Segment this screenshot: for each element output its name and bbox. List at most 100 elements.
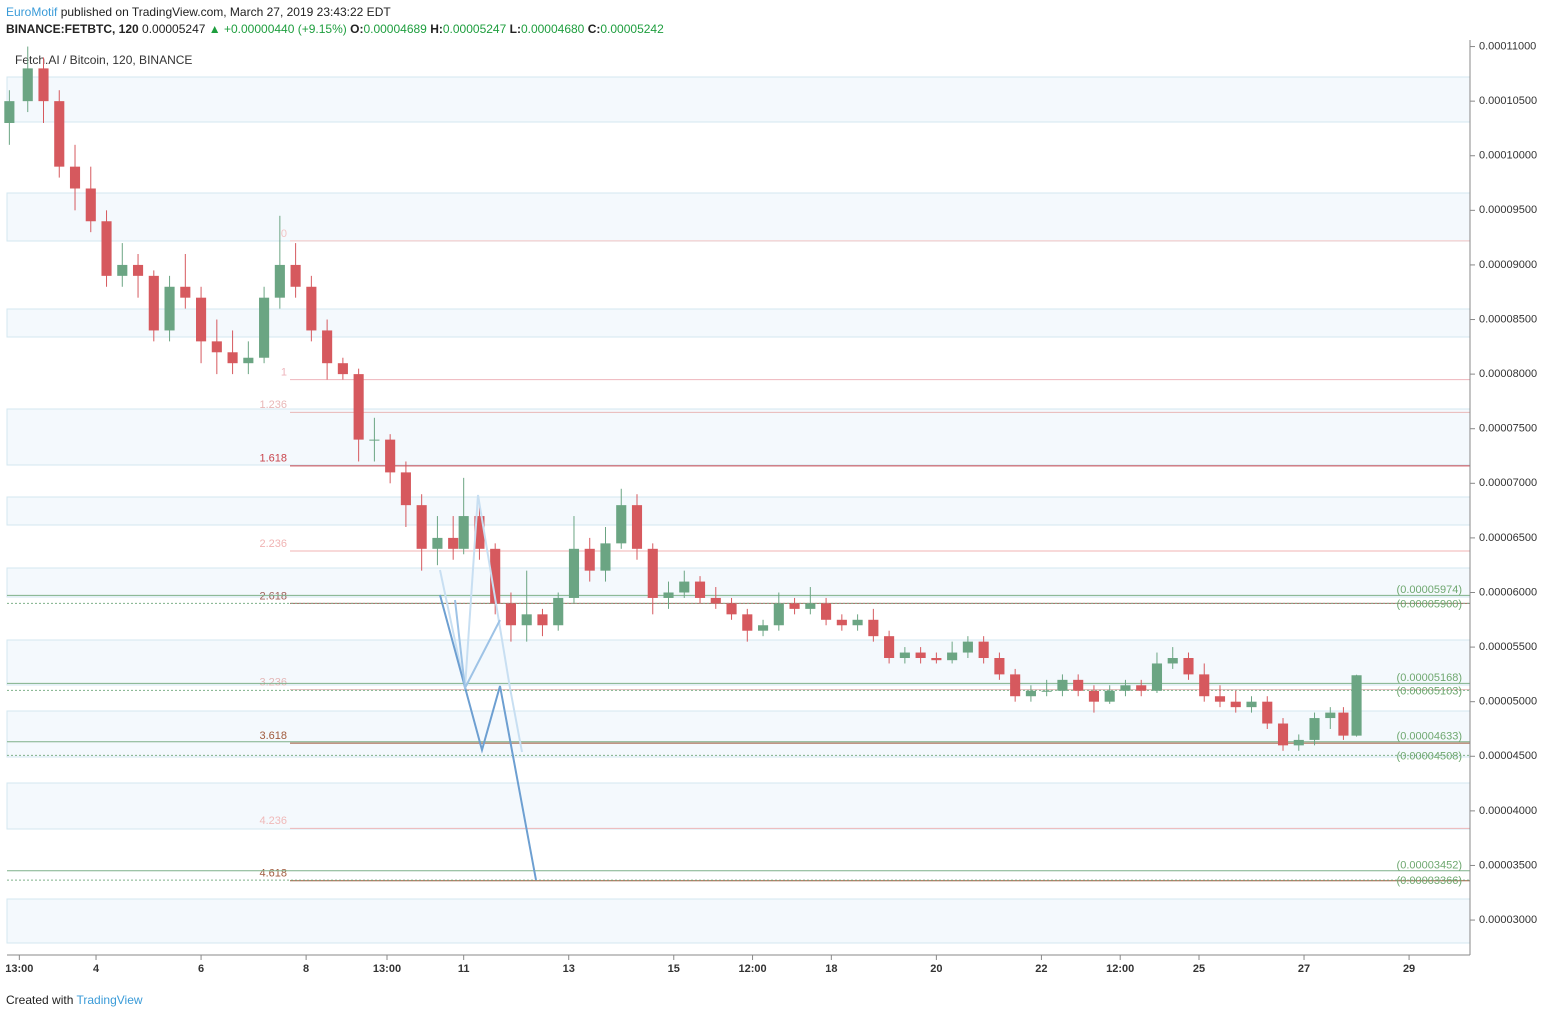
candle-body — [1120, 685, 1131, 691]
candle-body — [211, 341, 222, 353]
fib-label: 3.618 — [259, 730, 287, 742]
candle-body — [1325, 712, 1336, 719]
band — [6, 567, 1471, 598]
ohlc-key: O: — [350, 22, 364, 36]
symbol: BINANCE:FETBTC, 120 — [6, 22, 139, 36]
candle-body — [1167, 658, 1178, 664]
candle-body — [1246, 701, 1257, 708]
arrow-path — [439, 594, 537, 881]
candle-body — [947, 652, 958, 661]
candle-body — [1309, 718, 1320, 740]
y-tick-label: 0.00011000 — [1479, 40, 1536, 52]
candle-body — [773, 603, 784, 626]
candle-body — [915, 652, 926, 659]
candle-body — [196, 297, 207, 342]
projection-arrows — [439, 494, 537, 881]
ohlc-value: 0.00005242 — [600, 22, 664, 36]
created-with: Created with — [6, 993, 74, 1007]
candle-body — [259, 297, 270, 358]
fib-label: 2.618 — [259, 590, 287, 602]
candle-body — [710, 597, 721, 604]
y-tick-label: 0.00004000 — [1479, 805, 1537, 817]
author[interactable]: EuroMotif — [6, 5, 58, 19]
candle-body — [4, 101, 15, 123]
price-line-label: (0.00003366) — [1397, 875, 1462, 887]
candle-body — [22, 68, 33, 102]
x-tick-label: 11 — [458, 963, 470, 975]
candle-body — [1230, 701, 1241, 708]
ohlc-key: H: — [430, 22, 443, 36]
candle-body — [789, 603, 800, 609]
candle-body — [884, 636, 895, 659]
candle-body — [568, 548, 580, 598]
brand[interactable]: TradingView — [76, 993, 143, 1007]
y-tick-label: 0.00004500 — [1479, 750, 1537, 762]
candle-body — [474, 516, 485, 549]
candle-body — [726, 603, 737, 615]
y-tick-label: 0.00006000 — [1479, 586, 1537, 598]
fib-label: 4.618 — [259, 868, 287, 880]
ohlc-key: L: — [509, 22, 521, 36]
candle-body — [679, 581, 690, 593]
candle-body — [400, 472, 411, 506]
x-tick-label: 12:00 — [738, 963, 766, 975]
x-tick-label: 6 — [198, 963, 204, 975]
x-tick-label: 22 — [1035, 963, 1047, 975]
candle-body — [1183, 658, 1194, 675]
candle-body — [1104, 690, 1115, 702]
footer: Created with TradingView — [6, 993, 143, 1007]
candle-body — [85, 188, 96, 222]
candle-body — [1214, 696, 1226, 702]
candle-body — [1151, 663, 1163, 691]
candle-body — [385, 439, 396, 473]
y-tick-label: 0.00003500 — [1479, 859, 1537, 871]
candle-body — [490, 548, 501, 604]
x-tick-label: 12:00 — [1106, 963, 1134, 975]
price-line-label: (0.00005974) — [1397, 584, 1462, 596]
quote-line: BINANCE:FETBTC, 120 0.00005247 ▲ +0.0000… — [6, 22, 664, 36]
candle-body — [101, 221, 112, 276]
candle-body — [132, 264, 144, 276]
candle-body — [38, 68, 49, 102]
candle-body — [647, 548, 658, 598]
fib-label: 1.618 — [259, 453, 287, 465]
candle-body — [868, 619, 879, 637]
fib-label: 3.236 — [259, 677, 287, 689]
y-tick-label: 0.00007500 — [1479, 423, 1537, 435]
price-line-label: (0.00005168) — [1397, 672, 1462, 684]
candle-body — [353, 374, 364, 440]
candle-body — [227, 352, 238, 364]
arrow-path — [454, 599, 501, 692]
candle-body — [1088, 690, 1099, 702]
candle-body — [337, 363, 348, 375]
candle-body — [742, 614, 753, 631]
candle-body — [1277, 723, 1289, 746]
chart: Fetch.AI / Bitcoin, 120, BINANCE 0.00003… — [4, 40, 1537, 975]
candle-body — [584, 548, 595, 571]
y-tick-label: 0.00008000 — [1479, 368, 1537, 380]
x-tick-label: 20 — [930, 963, 942, 975]
fib-label: 2.236 — [259, 538, 287, 550]
candle-body — [243, 357, 254, 364]
candle-body — [164, 286, 175, 331]
band — [6, 308, 1471, 338]
candle-body — [274, 264, 285, 298]
y-tick-label: 0.00010500 — [1479, 95, 1537, 107]
bands — [6, 76, 1471, 944]
candle-body — [505, 603, 517, 626]
candle-body — [148, 275, 159, 331]
x-tick-label: 25 — [1193, 963, 1205, 975]
candle-body — [1338, 712, 1349, 736]
x-tick-label: 18 — [825, 963, 837, 975]
arrow-path — [439, 494, 523, 753]
band — [6, 76, 1471, 123]
candle-body — [306, 286, 317, 331]
price-line-label: (0.00004633) — [1397, 731, 1462, 743]
x-tick-label: 29 — [1403, 963, 1415, 975]
band — [6, 192, 1471, 242]
y-tick-label: 0.00009500 — [1479, 204, 1537, 216]
publish-line: EuroMotif published on TradingView.com, … — [6, 5, 391, 19]
x-tick-label: 27 — [1298, 963, 1310, 975]
y-tick-label: 0.00010000 — [1479, 150, 1537, 162]
last: 0.00005247 — [142, 22, 206, 36]
